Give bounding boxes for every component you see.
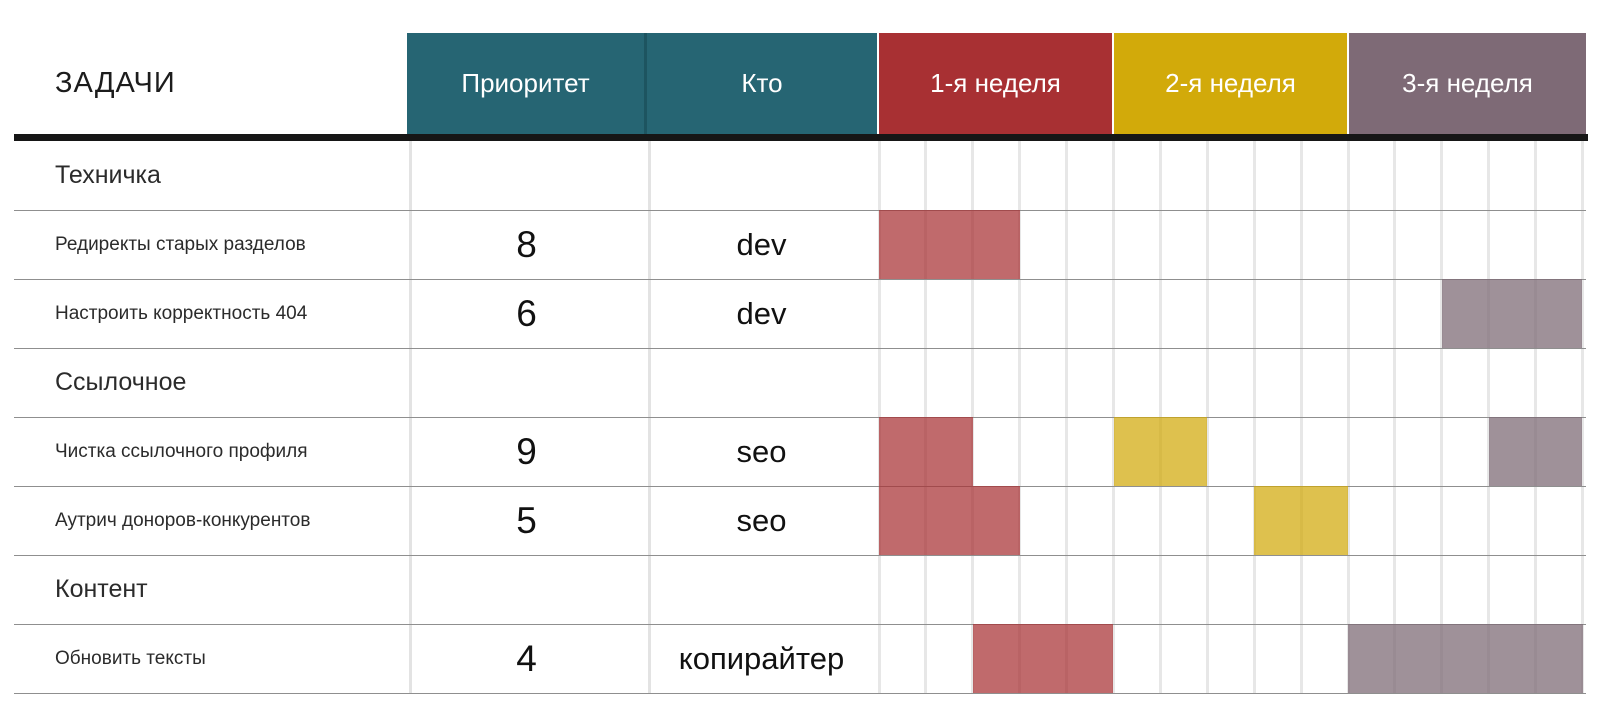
task-row: Аутрич доноров-конкурентов 5 seo: [0, 486, 1605, 555]
column-header-label: 3-я неделя: [1402, 68, 1533, 98]
assignee-value: seo: [736, 433, 787, 469]
gantt-bar-week2: [1254, 486, 1348, 555]
priority-value: 5: [516, 499, 537, 541]
column-header-priority: Приоритет: [407, 33, 644, 134]
row-separator-line: [14, 555, 1586, 556]
task-name: Аутрич доноров-конкурентов: [55, 510, 311, 531]
task-row: Обновить тексты 4 копирайтер: [0, 624, 1605, 693]
section-label: Ссылочное: [55, 368, 187, 396]
column-header-label: Приоритет: [461, 68, 590, 98]
task-row: Настроить корректность 404 6 dev: [0, 279, 1605, 348]
column-header-week3: 3-я неделя: [1349, 33, 1586, 134]
gantt-bar-week1: [879, 210, 1020, 279]
assignee-value: dev: [736, 295, 787, 331]
tasks-column-header: ЗАДАЧИ: [55, 67, 176, 99]
task-row: Чистка ссылочного профиля 9 seo: [0, 417, 1605, 486]
column-header-who: Кто: [647, 33, 877, 134]
gantt-bar-week3: [1348, 624, 1583, 693]
row-separator-line: [14, 279, 1586, 280]
gantt-bar-week2: [1113, 417, 1208, 486]
task-row: Редиректы старых разделов 8 dev: [0, 210, 1605, 279]
row-separator-line: [14, 210, 1586, 211]
priority-value: 9: [516, 430, 537, 472]
column-header-label: 1-я неделя: [930, 68, 1061, 98]
priority-value: 4: [516, 637, 537, 679]
column-header-week2: 2-я неделя: [1114, 33, 1347, 134]
row-separator-line: [14, 417, 1586, 418]
header-teal-divider: [644, 33, 647, 134]
gantt-bar-week3: [1441, 279, 1583, 348]
column-header-label: 2-я неделя: [1165, 68, 1296, 98]
priority-value: 6: [516, 292, 537, 334]
column-header-week1: 1-я неделя: [879, 33, 1112, 134]
row-separator-line: [14, 348, 1586, 349]
section-row: Ссылочное: [0, 348, 1605, 417]
column-header-label: Кто: [741, 68, 783, 98]
section-row: Контент: [0, 555, 1605, 624]
task-name: Обновить тексты: [55, 648, 206, 669]
section-label: Контент: [55, 575, 148, 603]
gantt-bar-week1: [879, 486, 1020, 555]
row-separator-line: [14, 486, 1586, 487]
gantt-bar-week1: [879, 417, 973, 486]
gantt-bar-week1: [972, 624, 1114, 693]
priority-value: 8: [516, 223, 537, 265]
row-separator-line: [14, 693, 1586, 694]
section-row: Техничка: [0, 141, 1605, 210]
task-name: Редиректы старых разделов: [55, 234, 306, 255]
row-separator-line: [14, 624, 1586, 625]
section-label: Техничка: [55, 161, 161, 189]
assignee-value: копирайтер: [678, 640, 845, 676]
header-underline: [14, 134, 1588, 141]
assignee-value: dev: [736, 226, 787, 262]
task-name: Настроить корректность 404: [55, 303, 308, 324]
task-name: Чистка ссылочного профиля: [55, 441, 308, 462]
assignee-value: seo: [736, 502, 787, 538]
gantt-bar-week3: [1488, 417, 1583, 486]
